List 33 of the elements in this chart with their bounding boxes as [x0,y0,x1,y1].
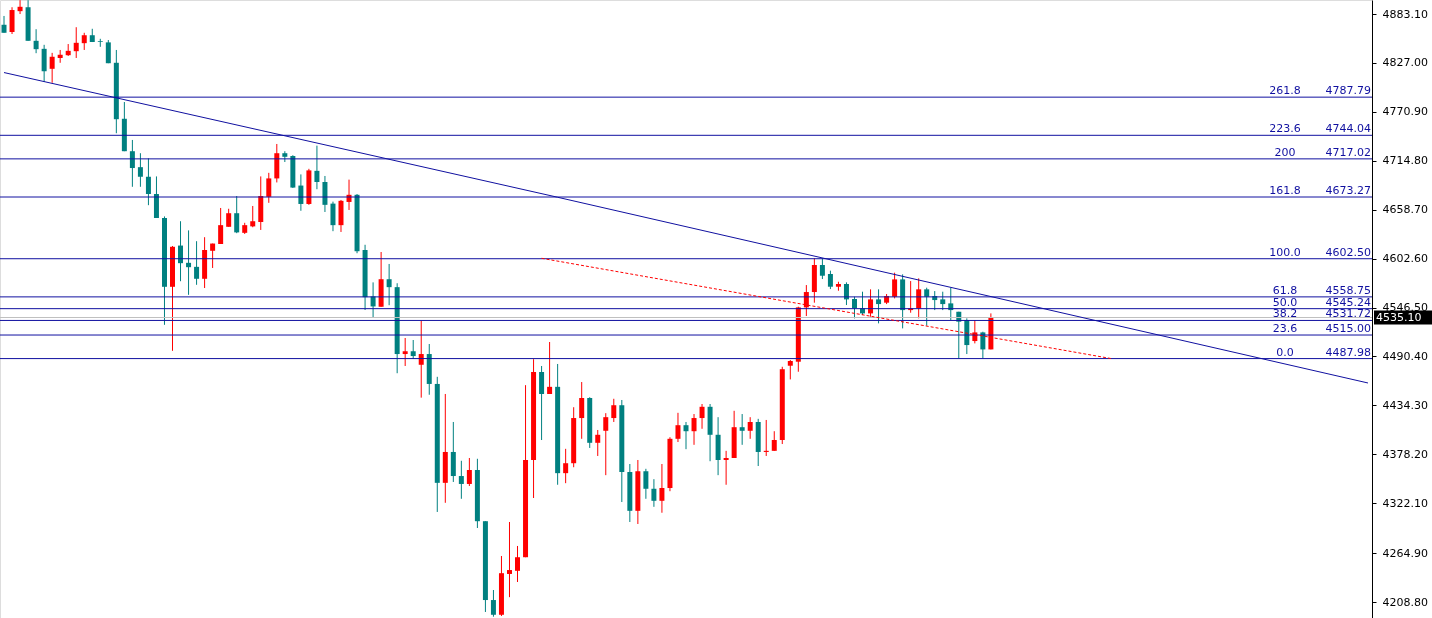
ref-line-label: 4744.04 [1325,122,1371,136]
annotation: 38.2 [1272,307,1298,321]
ref-line-label: 4558.75 [1325,283,1371,297]
y-tick-label: 4434.30 [1382,398,1428,412]
y-tick-label: 4658.70 [1382,203,1428,217]
annotation: 161.8 [1269,184,1301,198]
annotation: 223.6 [1269,122,1301,136]
annotation: 61.8 [1272,283,1298,297]
ref-line-label: 4717.02 [1325,145,1371,159]
y-tick-label: 4714.80 [1382,154,1428,168]
ref-line-label: 4545.24 [1325,295,1371,309]
ref-line-label: 4515.00 [1325,322,1371,336]
ref-line-label: 4535.10 [1376,310,1422,324]
ref-line-label: 4531.72 [1325,307,1371,321]
ref-line-label: 4487.98 [1325,345,1371,359]
y-tick-label: 4322.10 [1382,496,1428,510]
y-tick-label: 4208.80 [1382,595,1428,609]
annotation: 200 [1274,145,1296,159]
annotation: 100.0 [1269,245,1301,259]
y-tick-label: 4490.40 [1382,349,1428,363]
y-tick-label: 4264.90 [1382,546,1428,560]
y-tick-label: 4770.90 [1382,105,1428,119]
y-tick-label: 4602.60 [1382,252,1428,266]
annotation: 261.8 [1269,84,1301,98]
ref-line-label: 4673.27 [1325,184,1371,198]
annotation: 50.0 [1272,295,1298,309]
annotation: 0.0 [1276,345,1294,359]
annotation: 23.6 [1272,322,1298,336]
y-tick-label: 4827.00 [1382,56,1428,70]
ref-line-label: 4787.79 [1325,84,1371,98]
ref-line-label: 4602.50 [1325,245,1371,259]
y-tick-label: 4378.20 [1382,447,1428,461]
y-tick-label: 4883.10 [1382,7,1428,21]
